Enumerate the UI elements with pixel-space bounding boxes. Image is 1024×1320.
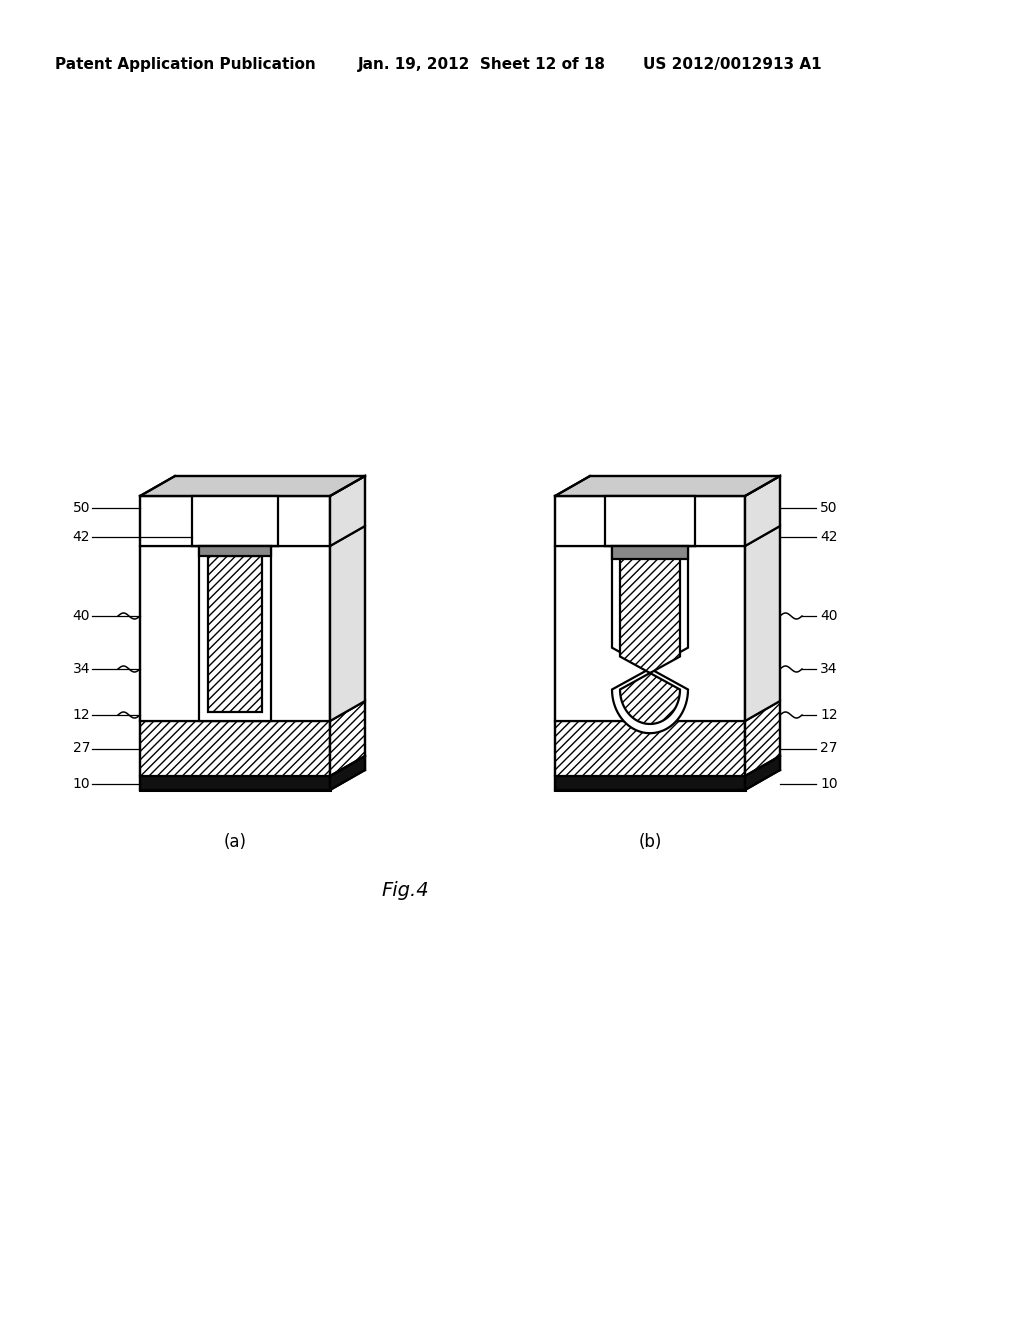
- Text: 34: 34: [820, 663, 838, 676]
- Polygon shape: [555, 477, 780, 496]
- Polygon shape: [140, 477, 365, 496]
- Bar: [140, 721, 330, 776]
- Text: 50: 50: [820, 502, 838, 515]
- Polygon shape: [330, 477, 365, 546]
- Bar: [605, 496, 695, 546]
- Text: 42: 42: [73, 531, 90, 544]
- Text: 40: 40: [820, 609, 838, 623]
- Bar: [208, 556, 262, 711]
- Bar: [555, 546, 745, 721]
- Bar: [140, 776, 330, 789]
- Text: 40: 40: [73, 609, 90, 623]
- Bar: [612, 546, 688, 558]
- Text: Patent Application Publication: Patent Application Publication: [55, 58, 315, 73]
- Polygon shape: [745, 756, 780, 789]
- Text: Jan. 19, 2012  Sheet 12 of 18: Jan. 19, 2012 Sheet 12 of 18: [358, 58, 606, 73]
- Polygon shape: [330, 525, 365, 721]
- Bar: [555, 721, 745, 776]
- Text: 27: 27: [73, 742, 90, 755]
- Bar: [140, 496, 330, 546]
- Bar: [199, 546, 271, 721]
- Text: (b): (b): [638, 833, 662, 851]
- Polygon shape: [330, 756, 365, 789]
- Text: 10: 10: [73, 777, 90, 791]
- Bar: [555, 776, 745, 789]
- Polygon shape: [330, 701, 365, 776]
- Text: 34: 34: [73, 663, 90, 676]
- Bar: [140, 546, 330, 721]
- Polygon shape: [612, 546, 688, 733]
- Text: 12: 12: [73, 708, 90, 722]
- Text: 42: 42: [820, 531, 838, 544]
- Text: 12: 12: [820, 708, 838, 722]
- Text: Fig.4: Fig.4: [381, 880, 429, 899]
- Text: (a): (a): [223, 833, 247, 851]
- Bar: [199, 546, 271, 556]
- Text: 27: 27: [820, 742, 838, 755]
- Polygon shape: [745, 477, 780, 546]
- Text: US 2012/0012913 A1: US 2012/0012913 A1: [643, 58, 821, 73]
- Bar: [555, 496, 745, 546]
- Text: 10: 10: [820, 777, 838, 791]
- Polygon shape: [620, 558, 680, 723]
- Polygon shape: [745, 525, 780, 721]
- Text: 50: 50: [73, 502, 90, 515]
- Polygon shape: [745, 701, 780, 776]
- Bar: [193, 496, 278, 546]
